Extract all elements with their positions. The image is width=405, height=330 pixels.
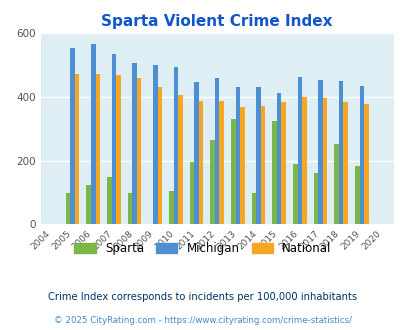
Bar <box>333 144 338 224</box>
Bar <box>343 102 347 224</box>
Bar <box>75 75 79 224</box>
Bar <box>322 98 326 224</box>
Bar <box>157 87 162 224</box>
Bar <box>256 87 260 224</box>
Bar <box>281 102 285 224</box>
Title: Sparta Violent Crime Index: Sparta Violent Crime Index <box>101 14 332 29</box>
Bar <box>235 87 239 224</box>
Bar <box>219 101 224 224</box>
Bar <box>214 78 219 224</box>
Bar <box>95 74 100 224</box>
Bar <box>168 191 173 224</box>
Bar <box>136 78 141 224</box>
Bar <box>107 177 111 224</box>
Bar <box>338 81 343 224</box>
Bar <box>363 104 368 224</box>
Bar <box>70 48 75 224</box>
Bar <box>66 192 70 224</box>
Bar <box>86 184 91 224</box>
Bar <box>178 95 182 224</box>
Bar <box>194 82 198 224</box>
Legend: Sparta, Michigan, National: Sparta, Michigan, National <box>70 237 335 260</box>
Bar <box>132 63 136 224</box>
Bar <box>260 106 265 224</box>
Bar <box>301 97 306 224</box>
Bar <box>251 192 256 224</box>
Bar <box>91 44 95 224</box>
Bar <box>292 164 297 224</box>
Bar <box>276 93 281 224</box>
Bar <box>116 75 120 224</box>
Bar <box>272 121 276 224</box>
Bar <box>189 162 194 224</box>
Bar <box>210 140 214 224</box>
Text: Crime Index corresponds to incidents per 100,000 inhabitants: Crime Index corresponds to incidents per… <box>48 292 357 302</box>
Bar <box>239 107 244 224</box>
Bar <box>230 119 235 224</box>
Bar <box>173 67 178 224</box>
Bar <box>359 86 363 224</box>
Bar <box>111 54 116 224</box>
Bar <box>354 166 359 224</box>
Bar <box>313 173 318 224</box>
Bar <box>198 101 203 224</box>
Bar <box>153 65 157 224</box>
Bar <box>318 80 322 224</box>
Text: © 2025 CityRating.com - https://www.cityrating.com/crime-statistics/: © 2025 CityRating.com - https://www.city… <box>54 315 351 325</box>
Bar <box>128 192 132 224</box>
Bar <box>297 77 301 224</box>
